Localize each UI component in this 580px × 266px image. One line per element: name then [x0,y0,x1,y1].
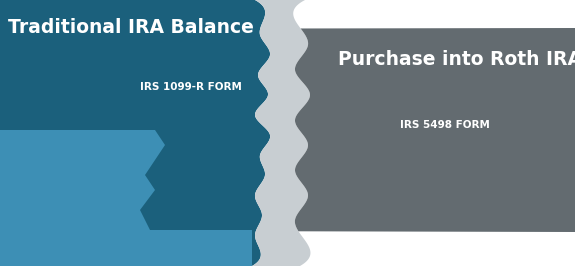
Text: IRS 5498 FORM: IRS 5498 FORM [400,120,490,130]
Polygon shape [295,28,575,232]
Polygon shape [252,0,310,266]
Polygon shape [0,130,165,266]
Polygon shape [0,0,270,266]
Text: Purchase into Roth IRA: Purchase into Roth IRA [338,50,580,69]
Polygon shape [0,230,252,266]
Text: IRS 1099-R FORM: IRS 1099-R FORM [140,82,242,92]
Text: Traditional IRA Balance: Traditional IRA Balance [8,18,254,37]
